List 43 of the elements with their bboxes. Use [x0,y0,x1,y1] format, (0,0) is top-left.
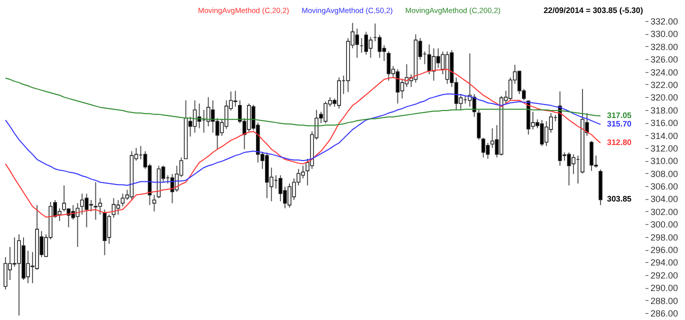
y-tick-label: 332.00 [650,16,678,26]
y-tick-label: 318.00 [650,105,678,116]
y-tick-label: 316.00 [650,118,678,128]
y-tick-label: 296.00 [650,245,678,256]
y-tick-label: 320.00 [650,92,678,103]
y-tick-label: 302.00 [650,206,678,217]
candlestick [427,44,432,75]
candlestick [436,48,440,68]
candlestick [120,193,125,207]
candlestick [94,182,98,220]
y-tick-label: 306.00 [650,182,678,192]
data-label: 315.70 [607,119,632,128]
y-tick-label: 298.00 [650,232,678,242]
y-tick-label: 324.00 [650,67,678,78]
candlestick [233,90,238,108]
text: 22/09/2014 = 303.85 (-5.30) [544,6,644,15]
candlestick [481,137,486,158]
y-tick-label: 326.00 [650,54,678,65]
data-label: 317.05 [607,110,632,120]
y-tick-label: 304.00 [650,194,678,204]
candlestick [116,200,120,216]
y-tick-label: 328.00 [650,42,678,52]
y-tick-label: 310.00 [650,156,678,166]
y-tick-label: 292.00 [650,270,678,280]
y-tick-label: 312.00 [650,143,678,154]
candlestick [80,193,84,216]
y-tick-label: 322.00 [650,80,678,90]
y-tick-label: 290.00 [650,283,678,294]
y-tick-label: 330.00 [650,29,678,40]
y-tick-label: 286.00 [650,308,678,318]
y-tick-label: 308.00 [650,168,678,179]
candlestick [486,142,490,160]
y-tick-label: 294.00 [650,258,678,268]
candlestick [378,34,382,58]
candlestick [152,194,156,212]
candlestick [107,214,112,244]
candlestick [364,31,368,56]
y-tick-label: 314.00 [650,130,678,141]
text: 303.85 [607,194,632,204]
candlestick [386,50,391,82]
y-tick-label: 288.00 [650,296,678,306]
data-label: 312.80 [607,138,632,147]
y-tick-label: 300.00 [650,220,678,230]
